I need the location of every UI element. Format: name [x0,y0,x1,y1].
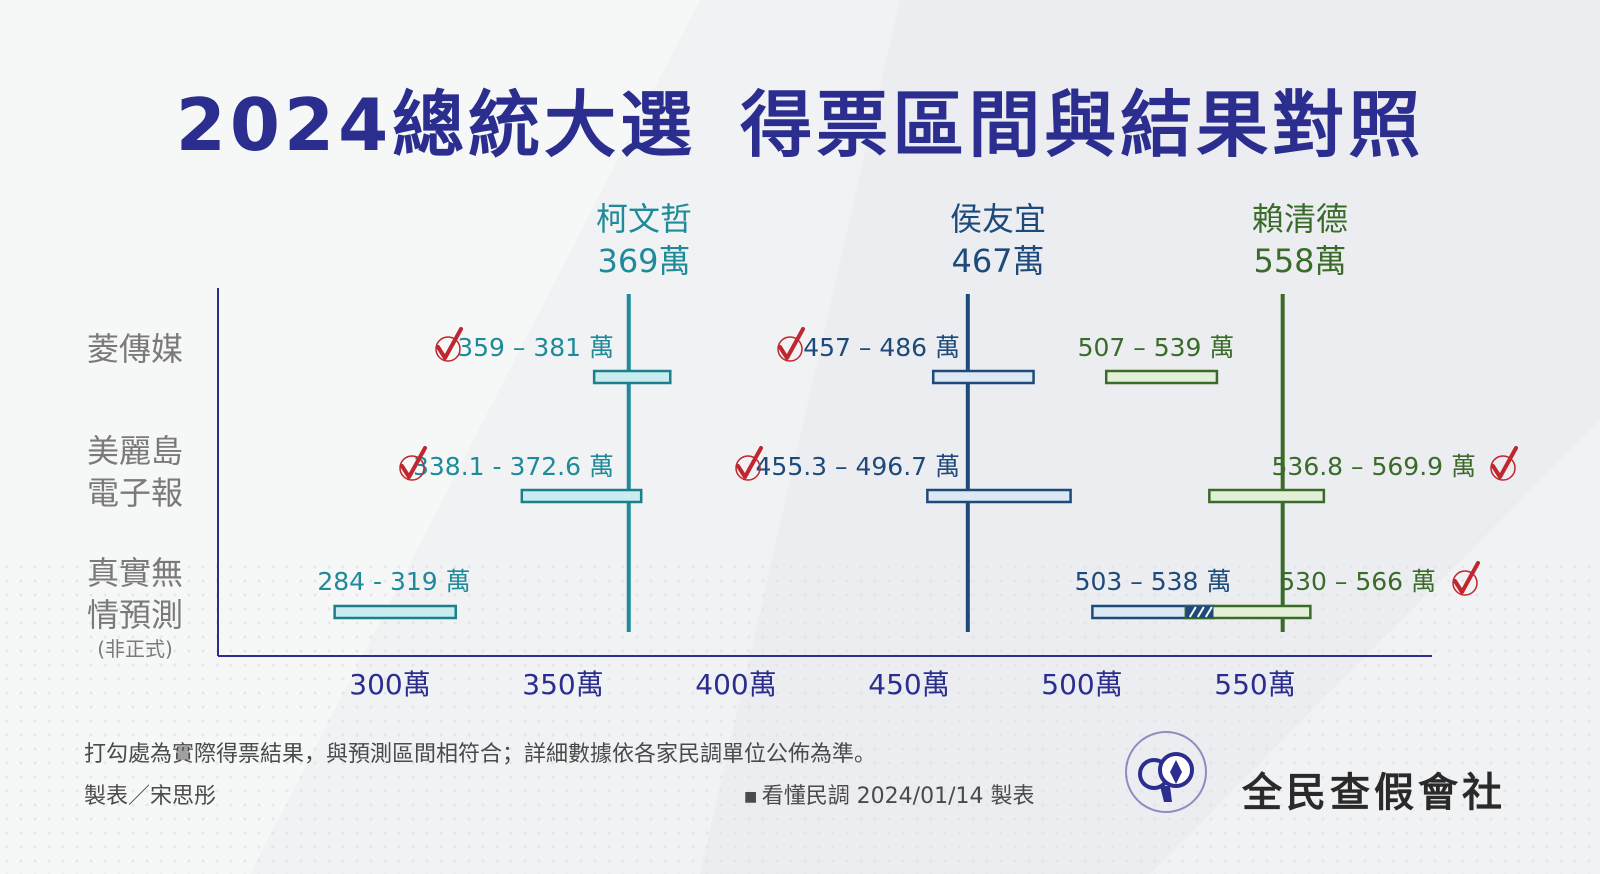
range-bar [931,369,1035,385]
row-label-1: 美麗島 電子報 [60,430,210,514]
row-label-2-line-0: 真實無 [86,554,183,592]
eye-pupil [1170,760,1182,784]
logo-ring [1125,731,1207,813]
source-note: ■ 看懂民調 2024/01/14 製表 [744,778,1034,810]
title-left: 2024總統大選 [175,83,697,167]
range-label: 284 - 319 萬 [317,567,470,596]
range-label: 507 – 539 萬 [1078,333,1235,362]
x-tick-label: 450萬 [868,668,949,701]
check-mark-icon [778,327,805,360]
row-label-1-line-0: 美麗島 [86,432,183,470]
range-label: 457 – 486 萬 [803,333,960,362]
hatch-stripe [1204,606,1213,618]
row-label-2-sub: (非正式) [97,637,173,661]
row-label-2-line-1: 情預測 [86,596,183,634]
range-label: 530 – 566 萬 [1279,567,1436,596]
check-circle [399,455,425,481]
bullet-icon: ■ [744,789,762,805]
range-label: 338.1 - 372.6 萬 [413,452,614,481]
candidate-ko: 柯文哲 369萬 [534,198,754,282]
candidate-name: 賴清德 [1251,200,1348,238]
candidate-result: 369萬 [597,242,691,280]
footnote-check-explanation: 打勾處為實際得票結果，與預測區間相符合；詳細數據依各家民調單位公佈為準。 [84,742,877,767]
x-tick-label: 500萬 [1041,668,1122,701]
check-circle [1490,455,1516,481]
x-tick-label: 300萬 [349,668,430,701]
range-bar [926,488,1072,504]
range-bar [333,604,457,620]
page-title: 2024總統大選 得票區間與結果對照 [0,66,1600,171]
x-tick-label: 350萬 [522,668,603,701]
check-circle [777,336,803,362]
hatch-stripe [1188,606,1197,618]
logo-stand [1160,786,1172,802]
range-label: 359 – 381 萬 [457,333,614,362]
candidate-lai: 賴清德 558萬 [1190,198,1410,282]
candidate-result: 558萬 [1253,242,1347,280]
range-bar [520,488,643,504]
range-label: 455.3 – 496.7 萬 [756,452,960,481]
x-tick-label: 400萬 [695,668,776,701]
range-bar [1208,488,1326,504]
candidate-name: 侯友宜 [949,200,1046,238]
source-note-text: 看懂民調 2024/01/14 製表 [761,784,1035,809]
check-mark-icon [400,446,427,479]
candidate-result: 467萬 [951,242,1045,280]
hatch-stripe [1196,606,1205,618]
candidate-name: 柯文哲 [595,200,692,238]
check-circle [1452,570,1478,596]
range-label: 536.8 – 569.9 萬 [1272,452,1476,481]
check-circle [735,455,761,481]
check-circle [435,336,461,362]
check-mark-icon [1491,446,1518,479]
row-label-0: 菱傳媒 [60,328,210,370]
range-label: 503 – 538 萬 [1075,567,1232,596]
title-right: 得票區間與結果對照 [740,83,1425,167]
row-label-2: 真實無 情預測 (非正式) [60,552,210,662]
row-label-1-line-1: 電子報 [86,474,183,512]
check-mark-icon [436,327,463,360]
x-tick-label: 550萬 [1214,668,1295,701]
check-mark-icon [736,446,763,479]
check-mark-icon [1453,561,1480,594]
logo-emblem [1125,731,1207,813]
footnote-author: 製表／宋思彤 [84,784,217,809]
range-bar [1104,369,1219,385]
row-label-0-line-0: 菱傳媒 [86,330,183,368]
logo-name: 全民查假會社 [1242,770,1506,816]
range-bar [592,369,672,385]
candidate-hou: 侯友宜 467萬 [888,198,1108,282]
